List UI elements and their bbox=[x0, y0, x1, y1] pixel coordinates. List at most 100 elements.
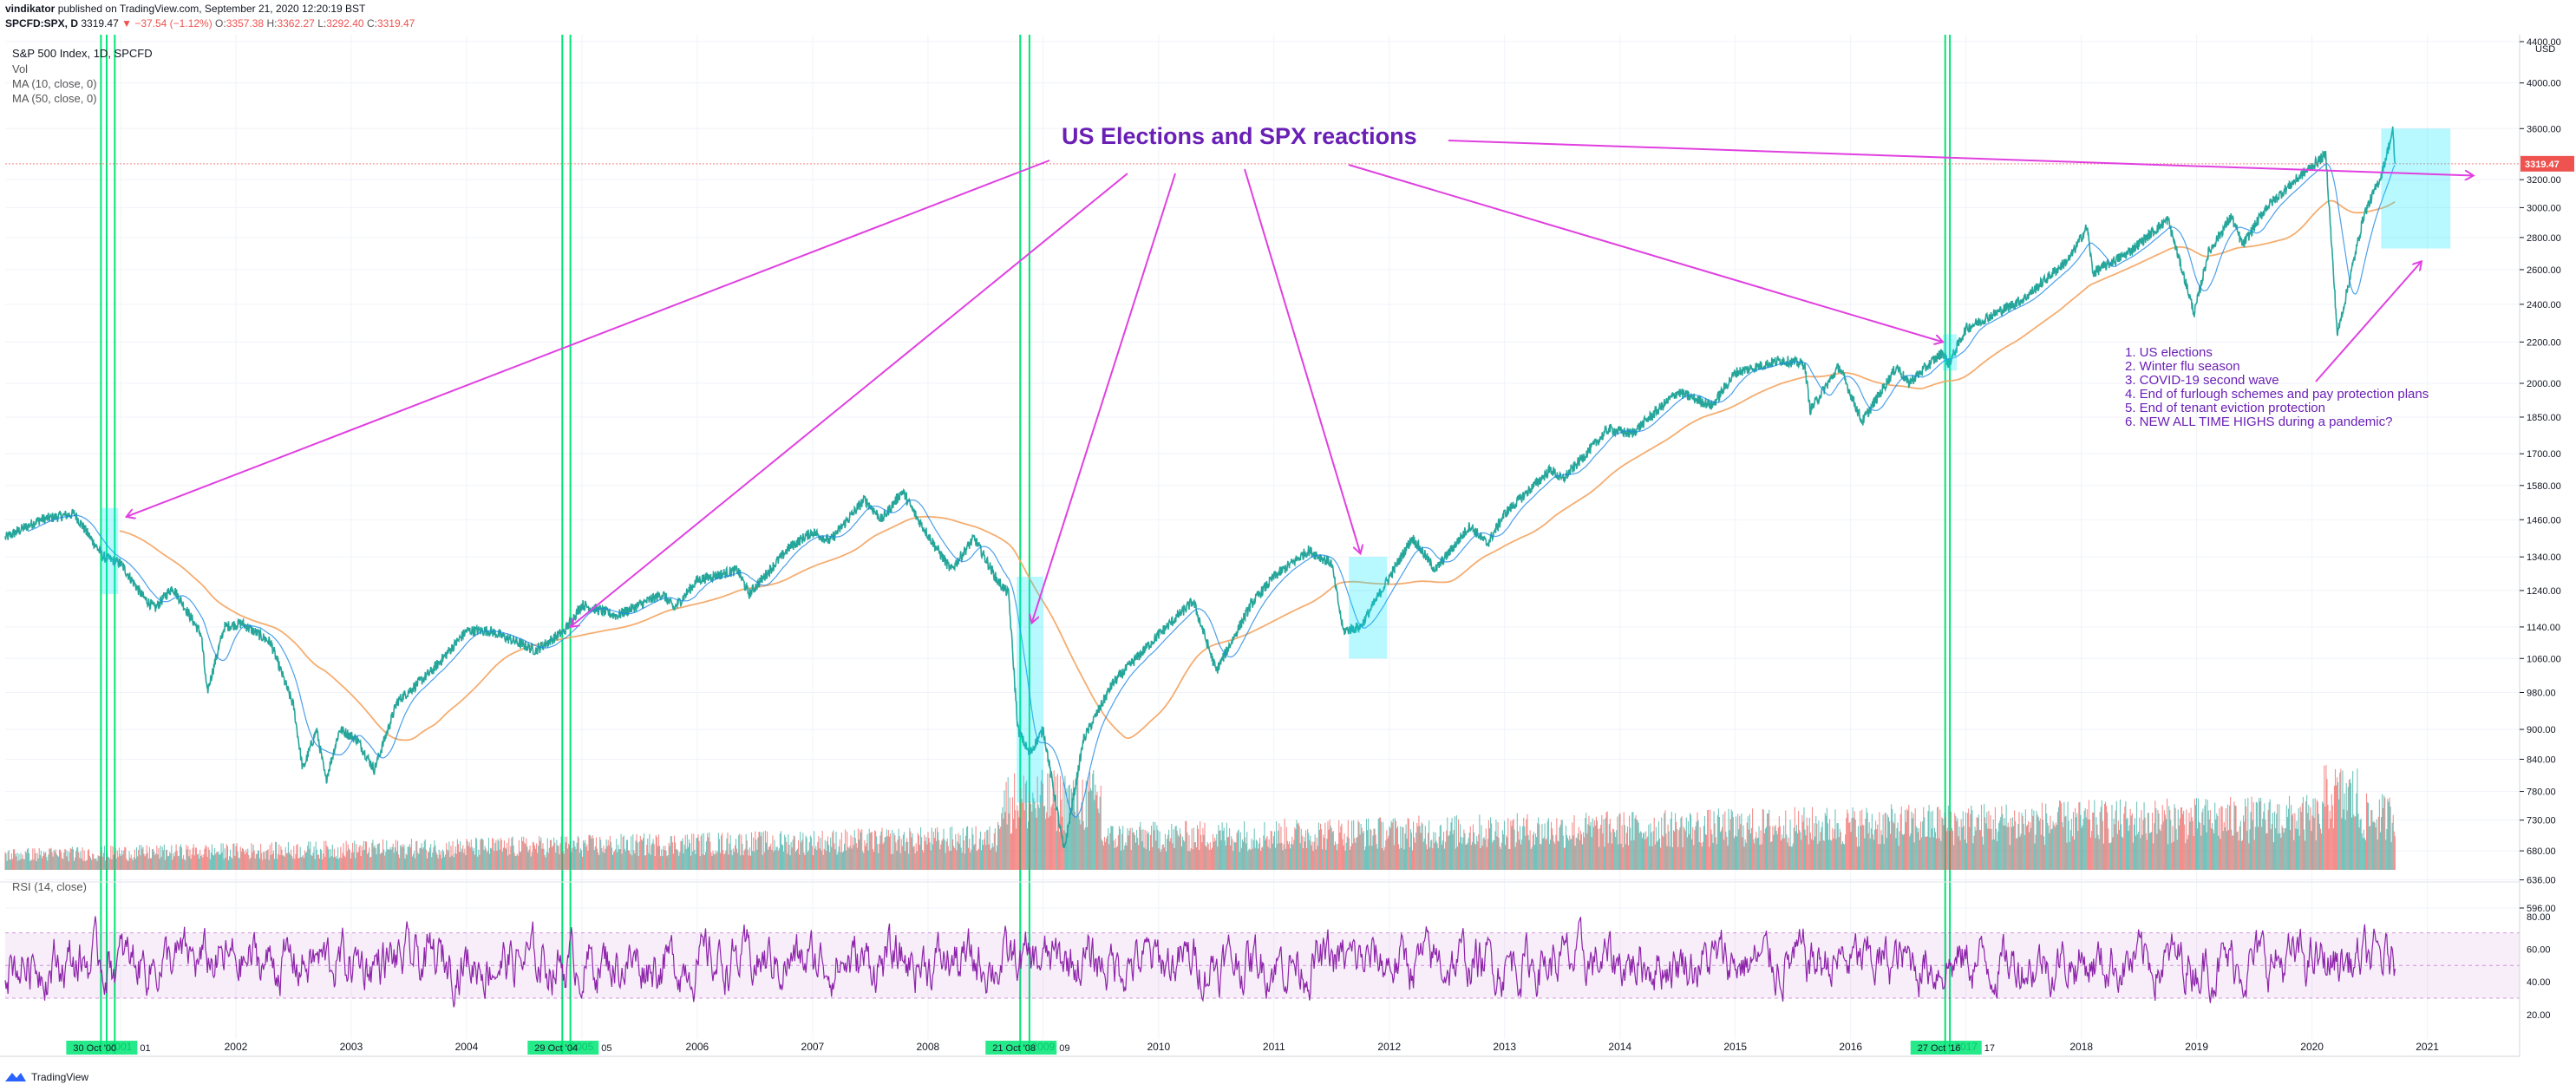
election-bands bbox=[100, 35, 1952, 1054]
volume-pane bbox=[4, 765, 2396, 870]
price-tick-label: 1580.00 bbox=[2527, 481, 2561, 492]
annotation-title: US Elections and SPX reactions bbox=[1062, 123, 1417, 149]
time-tick-label: 2011 bbox=[1263, 1041, 1285, 1053]
annotation-arrow bbox=[1244, 168, 1361, 553]
election-date-tail: 01 bbox=[140, 1043, 150, 1054]
publish-line: vindikator published on TradingView.com,… bbox=[5, 3, 365, 15]
legend-vol[interactable]: Vol bbox=[12, 62, 29, 75]
price-tick-label: 900.00 bbox=[2527, 725, 2556, 735]
price-tick-label: 730.00 bbox=[2527, 816, 2556, 826]
election-date-label: 27 Oct '16 bbox=[1918, 1043, 1961, 1054]
time-tick-label: 2008 bbox=[917, 1041, 940, 1053]
legend-ma50[interactable]: MA (50, close, 0) bbox=[12, 92, 97, 105]
annotation-list: 1. US elections 2. Winter flu season 3. … bbox=[2125, 345, 2429, 429]
ma-10-line bbox=[27, 162, 2396, 818]
price-tick-label: 1340.00 bbox=[2527, 552, 2561, 563]
time-tick-label: 2012 bbox=[1377, 1041, 1401, 1053]
annotation-arrow bbox=[1348, 164, 1943, 342]
highlight-box bbox=[1943, 334, 1958, 371]
time-tick-label: 2015 bbox=[1723, 1041, 1747, 1053]
price-tick-label: 840.00 bbox=[2527, 755, 2556, 766]
rsi-pane bbox=[0, 881, 2520, 1008]
rsi-tick-label: 20.00 bbox=[2527, 1010, 2551, 1021]
election-date-tail: 17 bbox=[1984, 1043, 1995, 1054]
legend-ma10[interactable]: MA (10, close, 0) bbox=[12, 77, 97, 90]
price-tick-label: 4000.00 bbox=[2527, 79, 2561, 89]
price-tick-label: 1060.00 bbox=[2527, 654, 2561, 664]
price-tick-label: 2200.00 bbox=[2527, 337, 2561, 348]
price-tick-label: 596.00 bbox=[2527, 904, 2556, 914]
time-tick-label: 2002 bbox=[225, 1041, 248, 1053]
price-line bbox=[4, 126, 2396, 849]
low-label: L: bbox=[317, 17, 327, 29]
time-tick-label: 2021 bbox=[2416, 1041, 2439, 1053]
rsi-line bbox=[4, 916, 2396, 1008]
price-tick-label: 2600.00 bbox=[2527, 265, 2561, 276]
symbol-ticker[interactable]: SPCFD:SPX, D bbox=[5, 17, 79, 29]
price-tick-label: 980.00 bbox=[2527, 688, 2556, 698]
annotation-list-item: 2. Winter flu season bbox=[2125, 359, 2240, 374]
highlight-boxes bbox=[101, 128, 2451, 803]
annotation-list-item: 6. NEW ALL TIME HIGHS during a pandemic? bbox=[2125, 415, 2392, 429]
last-price-tag bbox=[2520, 155, 2574, 172]
price-unit-label: USD bbox=[2535, 44, 2555, 55]
highlight-box bbox=[1349, 557, 1388, 659]
time-tick-label: 2016 bbox=[1839, 1041, 1862, 1053]
election-date-label: 30 Oct '00 bbox=[73, 1043, 116, 1054]
tradingview-logo-icon bbox=[5, 1073, 26, 1081]
price-tick-label: 2000.00 bbox=[2527, 379, 2561, 389]
author-name[interactable]: vindikator bbox=[5, 3, 56, 15]
annotation-arrows bbox=[127, 140, 2474, 627]
time-tick-label: 2018 bbox=[2069, 1041, 2093, 1053]
election-date-tag bbox=[985, 1041, 1057, 1055]
price-tick-label: 3600.00 bbox=[2527, 124, 2561, 134]
highlight-box bbox=[2381, 128, 2451, 249]
price-tick-label: 1850.00 bbox=[2527, 413, 2561, 423]
rsi-tick-label: 80.00 bbox=[2527, 912, 2551, 923]
time-tick-label: 2019 bbox=[2185, 1041, 2208, 1053]
annotation-list-item: 5. End of tenant eviction protection bbox=[2125, 401, 2325, 415]
last-price: 3319.47 bbox=[81, 17, 119, 29]
time-tick-label: 2003 bbox=[340, 1041, 363, 1053]
price-tick-label: 4400.00 bbox=[2527, 37, 2561, 48]
highlight-box bbox=[101, 507, 119, 594]
close-value: 3319.47 bbox=[376, 17, 415, 29]
price-change: ▼ −37.54 (−1.12%) bbox=[121, 17, 212, 29]
election-date-label: 21 Oct '08 bbox=[992, 1043, 1036, 1054]
price-tick-label: 680.00 bbox=[2527, 846, 2556, 857]
open-value: 3357.38 bbox=[226, 17, 265, 29]
close-label: C: bbox=[366, 17, 377, 29]
last-price-tag-label: 3319.47 bbox=[2525, 160, 2560, 170]
publish-text: published on TradingView.com, September … bbox=[57, 3, 366, 15]
time-tick-label: 2014 bbox=[1608, 1041, 1631, 1053]
symbol-line: SPCFD:SPX, D 3319.47 ▼ −37.54 (−1.12%) O… bbox=[5, 17, 415, 29]
price-tick-label: 2400.00 bbox=[2527, 300, 2561, 310]
time-tick-label: 2007 bbox=[801, 1041, 825, 1053]
annotation-list-item: 3. COVID-19 second wave bbox=[2125, 373, 2279, 388]
price-tick-label: 636.00 bbox=[2527, 876, 2556, 886]
price-tick-label: 3000.00 bbox=[2527, 203, 2561, 213]
high-value: 3362.27 bbox=[277, 17, 315, 29]
rsi-tick-label: 60.00 bbox=[2527, 944, 2551, 955]
price-tick-label: 1140.00 bbox=[2527, 623, 2560, 633]
legend-rsi[interactable]: RSI (14, close) bbox=[12, 880, 87, 893]
election-date-tag bbox=[527, 1041, 599, 1055]
annotation-arrow bbox=[127, 160, 1050, 517]
election-date-tag bbox=[1910, 1041, 1982, 1055]
election-date-tag bbox=[66, 1041, 138, 1055]
low-value: 3292.40 bbox=[326, 17, 364, 29]
rsi-tick-label: 40.00 bbox=[2527, 977, 2551, 988]
annotation-arrow bbox=[1448, 140, 2474, 175]
time-tick-label: 2004 bbox=[455, 1041, 479, 1053]
time-tick-label: 2006 bbox=[686, 1041, 709, 1053]
high-label: H: bbox=[266, 17, 278, 29]
legend-main[interactable]: S&P 500 Index, 1D, SPCFD bbox=[12, 47, 153, 60]
price-tick-label: 1460.00 bbox=[2527, 515, 2561, 526]
annotation-arrow bbox=[2315, 261, 2422, 382]
price-pane bbox=[4, 126, 2520, 849]
price-tick-label: 1240.00 bbox=[2527, 586, 2561, 597]
price-tick-label: 3200.00 bbox=[2527, 175, 2561, 186]
highlight-box bbox=[1017, 577, 1043, 803]
